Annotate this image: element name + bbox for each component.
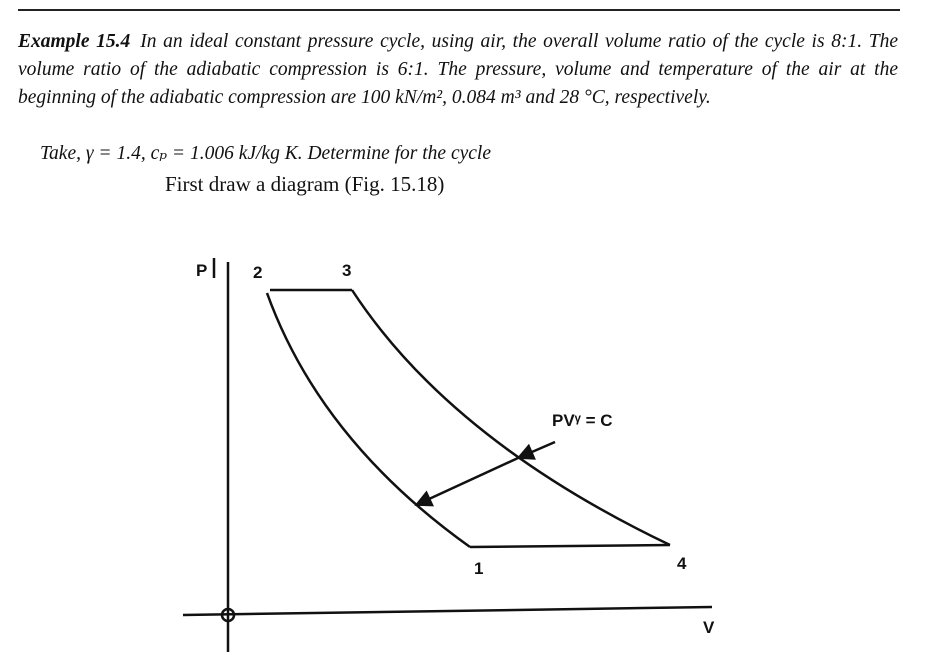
pointer bbox=[414, 456, 519, 507]
process-4-1 bbox=[469, 543, 671, 549]
point-label: 1 bbox=[474, 559, 483, 578]
point-label: 2 bbox=[253, 263, 262, 282]
problem-text: In an ideal constant pressure cycle, usi… bbox=[18, 31, 898, 108]
given: Take, γ = 1.4, cₚ = 1.006 kJ/kg K. Deter… bbox=[40, 143, 492, 164]
v-axis bbox=[182, 605, 713, 617]
pointer bbox=[516, 440, 556, 460]
annotation: PVᵞ = C bbox=[552, 411, 613, 430]
process-3-4 bbox=[350, 289, 671, 547]
example-label: Example 15.4 bbox=[18, 31, 131, 52]
problem: Example 15.4 In an ideal constant pressur… bbox=[18, 28, 898, 112]
axis-label: V bbox=[703, 618, 715, 637]
point-label: 4 bbox=[677, 554, 687, 573]
instruction: First draw a diagram (Fig. 15.18) bbox=[165, 172, 445, 196]
point-label: 3 bbox=[342, 261, 351, 280]
process-1-2 bbox=[265, 292, 471, 549]
origin bbox=[220, 607, 236, 623]
top-rule bbox=[18, 9, 900, 11]
axis-label: P bbox=[196, 261, 207, 280]
